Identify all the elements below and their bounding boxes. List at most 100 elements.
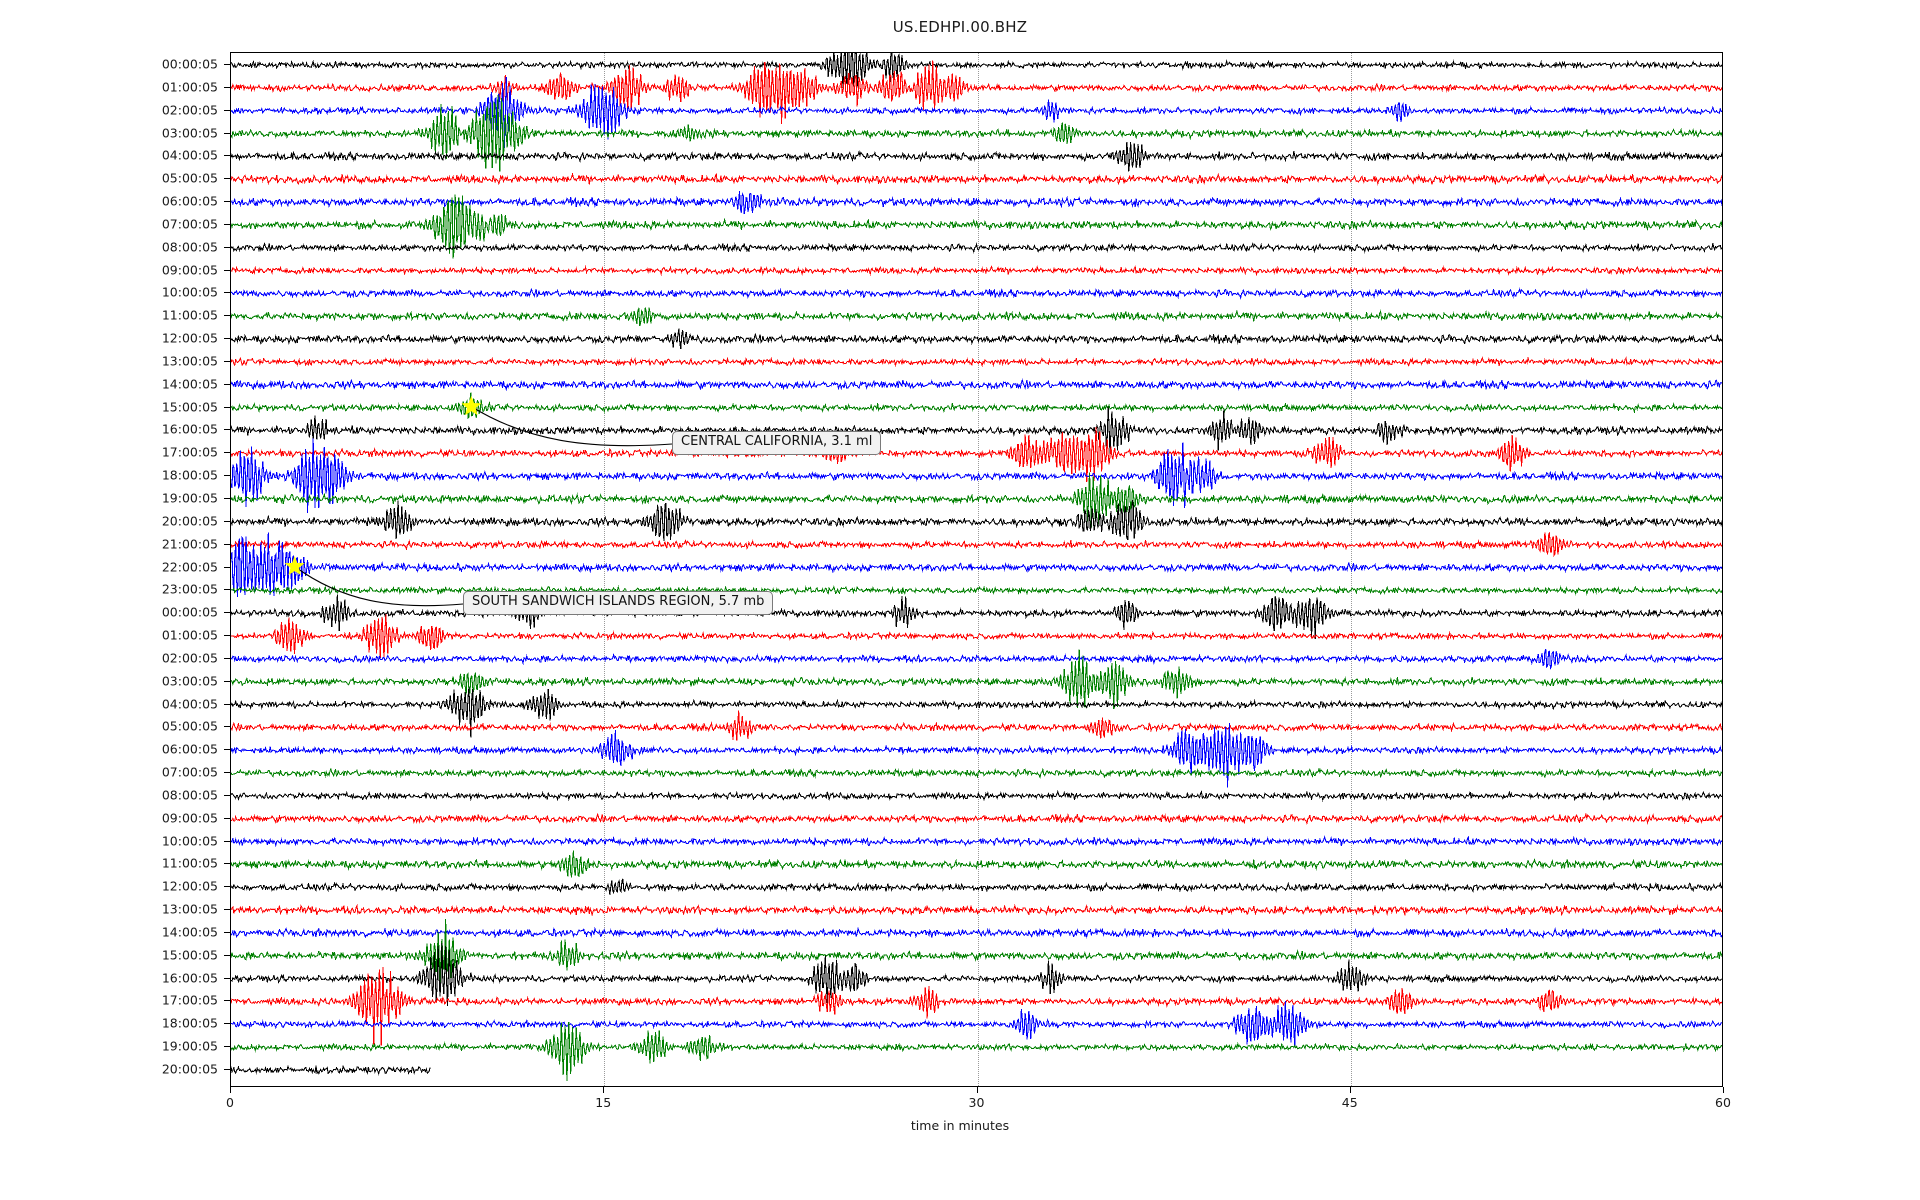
- y-tick-label-13: 13:00:05: [161, 353, 218, 369]
- y-tick-mark-29: [224, 726, 230, 728]
- trace-row-20: [231, 499, 1722, 542]
- y-tick-label-40: 16:00:05: [161, 970, 218, 986]
- x-tick-mark-15: [603, 1087, 605, 1093]
- y-tick-mark-42: [224, 1023, 230, 1025]
- y-tick-mark-10: [224, 292, 230, 294]
- y-tick-label-21: 21:00:05: [161, 536, 218, 552]
- y-tick-label-37: 13:00:05: [161, 901, 218, 917]
- trace-row-38: [231, 926, 1722, 939]
- y-tick-label-16: 16:00:05: [161, 421, 218, 437]
- trace-row-22: [231, 532, 1722, 597]
- y-tick-label-28: 04:00:05: [161, 696, 218, 712]
- y-tick-label-20: 20:00:05: [161, 513, 218, 529]
- y-tick-label-10: 10:00:05: [161, 284, 218, 300]
- y-tick-label-22: 22:00:05: [161, 559, 218, 574]
- y-tick-mark-1: [224, 86, 230, 88]
- trace-row-2: [231, 77, 1722, 149]
- trace-row-14: [231, 378, 1722, 392]
- y-tick-label-6: 06:00:05: [161, 193, 218, 209]
- y-tick-mark-39: [224, 954, 230, 956]
- y-tick-label-29: 05:00:05: [161, 718, 218, 734]
- y-tick-label-25: 01:00:05: [161, 627, 218, 643]
- trace-row-35: [231, 850, 1722, 878]
- y-tick-mark-26: [224, 657, 230, 659]
- trace-row-37: [231, 904, 1722, 917]
- trace-row-11: [231, 306, 1722, 327]
- trace-row-25: [231, 614, 1722, 659]
- trace-row-24: [231, 594, 1722, 639]
- y-tick-label-33: 09:00:05: [161, 810, 218, 826]
- y-tick-label-36: 12:00:05: [161, 878, 218, 894]
- trace-row-12: [231, 328, 1722, 350]
- y-tick-label-44: 20:00:05: [161, 1061, 218, 1077]
- x-tick-mark-30: [976, 1087, 978, 1093]
- x-axis-label: time in minutes: [910, 1118, 1010, 1133]
- y-tick-mark-15: [224, 406, 230, 408]
- y-tick-label-11: 11:00:05: [161, 307, 218, 323]
- y-tick-label-30: 06:00:05: [161, 741, 218, 757]
- trace-row-32: [231, 789, 1722, 802]
- y-tick-label-39: 15:00:05: [161, 947, 218, 963]
- trace-row-28: [231, 687, 1722, 738]
- y-tick-mark-27: [224, 680, 230, 682]
- trace-row-0: [231, 53, 1722, 89]
- trace-row-4: [231, 141, 1722, 172]
- y-tick-label-31: 07:00:05: [161, 764, 218, 780]
- trace-row-31: [231, 767, 1722, 780]
- trace-row-40: [231, 942, 1722, 1006]
- x-tick-mark-45: [1349, 1087, 1351, 1093]
- y-tick-label-8: 08:00:05: [161, 239, 218, 255]
- y-tick-label-9: 09:00:05: [161, 262, 218, 278]
- x-tick-label-30: 30: [968, 1095, 985, 1110]
- trace-row-39: [231, 918, 1722, 986]
- y-tick-mark-44: [224, 1069, 230, 1070]
- y-tick-label-42: 18:00:05: [161, 1015, 218, 1031]
- y-tick-mark-37: [224, 909, 230, 911]
- trace-row-30: [231, 723, 1722, 788]
- x-tick-label-15: 15: [595, 1095, 612, 1110]
- x-tick-mark-0: [230, 1087, 231, 1093]
- y-tick-mark-14: [224, 383, 230, 385]
- trace-row-17: [231, 426, 1722, 483]
- y-tick-label-27: 03:00:05: [161, 673, 218, 689]
- plot-area: [230, 52, 1723, 1087]
- y-tick-mark-0: [224, 64, 230, 65]
- y-tick-label-18: 18:00:05: [161, 467, 218, 483]
- trace-row-3: [231, 95, 1722, 172]
- y-tick-label-1: 01:00:05: [161, 79, 218, 95]
- trace-row-21: [231, 532, 1722, 557]
- y-tick-label-23: 23:00:05: [161, 581, 218, 597]
- y-tick-label-3: 03:00:05: [161, 125, 218, 141]
- y-tick-mark-38: [224, 931, 230, 933]
- trace-row-34: [231, 835, 1722, 848]
- y-tick-mark-21: [224, 543, 230, 545]
- y-tick-label-17: 17:00:05: [161, 444, 218, 460]
- trace-row-36: [231, 878, 1722, 895]
- y-tick-mark-43: [224, 1046, 230, 1048]
- trace-row-42: [231, 1000, 1722, 1046]
- y-tick-mark-2: [224, 109, 230, 111]
- y-tick-mark-19: [224, 497, 230, 499]
- y-tick-mark-4: [224, 155, 230, 157]
- y-tick-mark-24: [224, 612, 230, 614]
- y-tick-mark-8: [224, 246, 230, 248]
- y-tick-mark-36: [224, 886, 230, 888]
- trace-row-41: [231, 967, 1722, 1046]
- annotation-label-central-california: CENTRAL CALIFORNIA, 3.1 ml: [672, 431, 882, 455]
- y-tick-mark-20: [224, 520, 230, 522]
- y-tick-label-14: 14:00:05: [161, 376, 218, 392]
- trace-row-18: [231, 438, 1722, 514]
- y-tick-label-26: 02:00:05: [161, 650, 218, 666]
- y-tick-mark-7: [224, 223, 230, 225]
- y-tick-mark-13: [224, 360, 230, 362]
- y-tick-label-0: 00:00:05: [161, 56, 218, 72]
- y-tick-label-43: 19:00:05: [161, 1038, 218, 1054]
- y-tick-mark-11: [224, 315, 230, 317]
- y-tick-label-15: 15:00:05: [161, 399, 218, 415]
- trace-row-26: [231, 649, 1722, 670]
- trace-row-9: [231, 264, 1722, 277]
- trace-row-10: [231, 287, 1722, 300]
- seismic-traces: [231, 53, 1722, 1081]
- trace-row-16: [231, 406, 1722, 454]
